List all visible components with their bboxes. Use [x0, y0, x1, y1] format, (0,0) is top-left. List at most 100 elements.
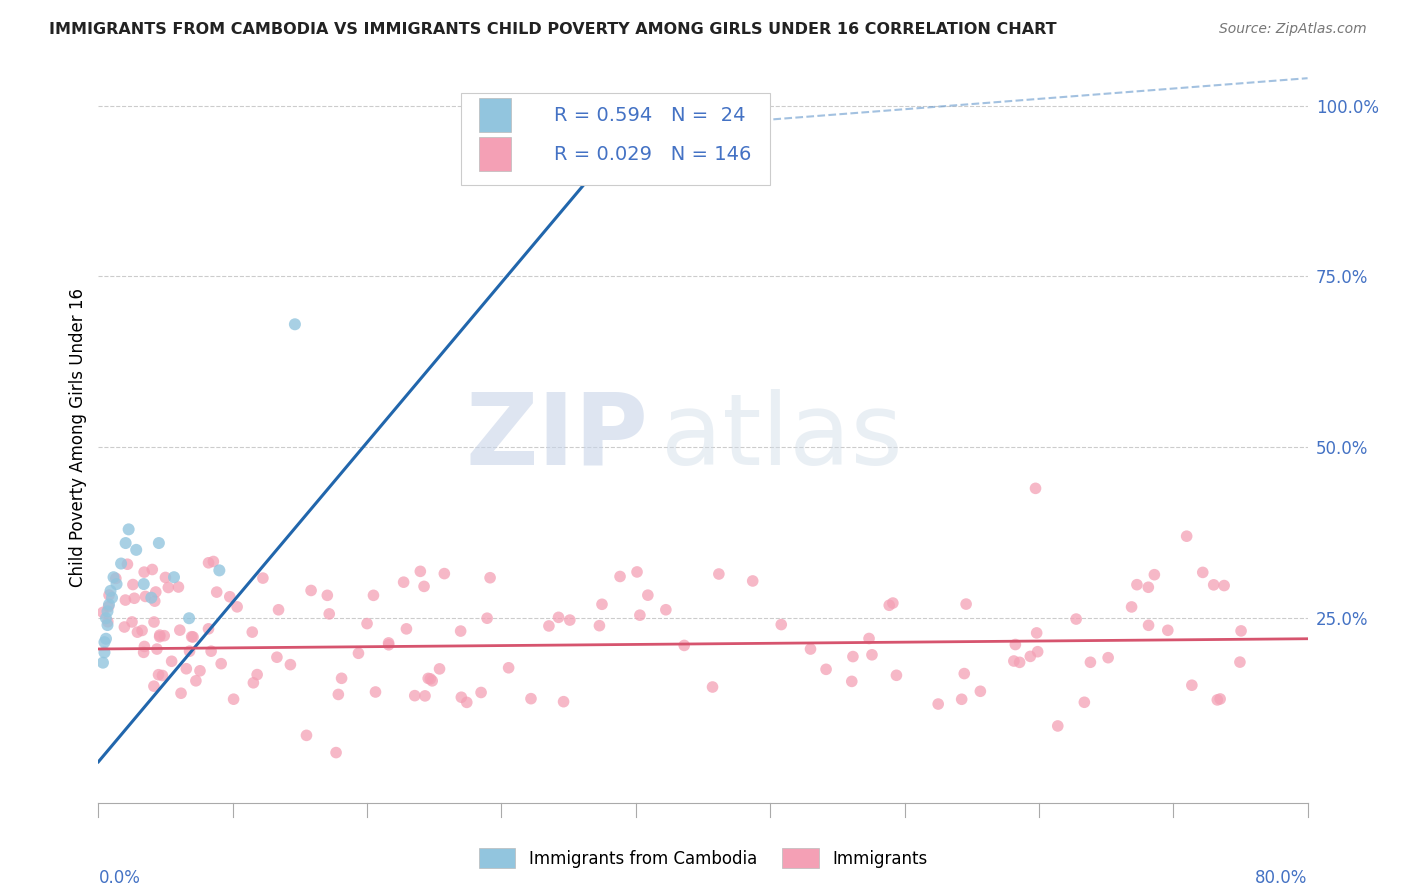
- Point: [770, 617, 793, 632]
- Point: [1229, 655, 1251, 669]
- Point: [799, 642, 821, 657]
- Point: [395, 622, 418, 636]
- Point: [148, 667, 170, 681]
- Point: [170, 686, 193, 700]
- Point: [1024, 481, 1046, 495]
- Point: [218, 590, 240, 604]
- Point: [969, 684, 991, 698]
- Point: [242, 675, 264, 690]
- Point: [318, 607, 340, 621]
- Point: [882, 596, 904, 610]
- Point: [1213, 578, 1236, 592]
- Point: [413, 579, 436, 593]
- Text: ZIP: ZIP: [465, 389, 648, 485]
- Point: [1121, 599, 1143, 614]
- Point: [702, 680, 724, 694]
- Point: [673, 639, 696, 653]
- Point: [1175, 529, 1198, 543]
- Point: [160, 654, 183, 668]
- Point: [208, 563, 231, 577]
- Point: [96, 604, 118, 618]
- Point: [117, 558, 139, 572]
- Point: [142, 679, 165, 693]
- Point: [325, 746, 347, 760]
- Point: [153, 629, 176, 643]
- Point: [433, 566, 456, 581]
- Point: [246, 667, 269, 681]
- Point: [132, 577, 155, 591]
- Point: [392, 575, 415, 590]
- Point: [1126, 577, 1149, 591]
- Point: [609, 569, 631, 583]
- Point: [179, 644, 201, 658]
- Point: [180, 630, 202, 644]
- Point: [413, 689, 436, 703]
- Point: [418, 672, 440, 686]
- Point: [114, 536, 136, 550]
- Point: [145, 585, 167, 599]
- Point: [100, 583, 122, 598]
- Point: [558, 613, 581, 627]
- Point: [1209, 692, 1232, 706]
- Point: [114, 593, 136, 607]
- Point: [240, 625, 263, 640]
- Point: [450, 624, 472, 638]
- Point: [209, 657, 232, 671]
- Point: [1191, 566, 1213, 580]
- Point: [553, 695, 575, 709]
- Point: [955, 597, 977, 611]
- Text: IMMIGRANTS FROM CAMBODIA VS IMMIGRANTS CHILD POVERTY AMONG GIRLS UNDER 16 CORREL: IMMIGRANTS FROM CAMBODIA VS IMMIGRANTS C…: [49, 22, 1057, 37]
- Y-axis label: Child Poverty Among Girls Under 16: Child Poverty Among Girls Under 16: [69, 287, 87, 587]
- Text: 0.0%: 0.0%: [98, 869, 141, 887]
- Point: [127, 625, 149, 640]
- Point: [1202, 578, 1225, 592]
- Point: [886, 668, 908, 682]
- Point: [616, 133, 638, 147]
- Point: [96, 618, 118, 632]
- Point: [169, 623, 191, 637]
- Point: [122, 577, 145, 591]
- Point: [280, 657, 302, 672]
- Point: [93, 635, 115, 649]
- Point: [1157, 624, 1180, 638]
- Point: [252, 571, 274, 585]
- Point: [1137, 580, 1160, 594]
- Point: [537, 619, 560, 633]
- Point: [741, 574, 763, 588]
- Point: [267, 603, 290, 617]
- Point: [1073, 695, 1095, 709]
- Point: [149, 630, 172, 644]
- Point: [347, 646, 370, 660]
- Point: [98, 598, 121, 612]
- Text: R = 0.594   N =  24: R = 0.594 N = 24: [554, 106, 745, 125]
- Point: [134, 565, 156, 579]
- Point: [1097, 650, 1119, 665]
- Point: [626, 565, 648, 579]
- Point: [364, 685, 387, 699]
- Point: [588, 618, 610, 632]
- Point: [148, 536, 170, 550]
- Point: [118, 522, 141, 536]
- Point: [284, 318, 307, 332]
- Point: [146, 642, 169, 657]
- Point: [409, 565, 432, 579]
- Point: [143, 615, 166, 629]
- Point: [179, 611, 201, 625]
- Point: [1137, 618, 1160, 632]
- FancyBboxPatch shape: [479, 98, 510, 132]
- Point: [155, 570, 177, 584]
- Point: [163, 570, 186, 584]
- Point: [842, 649, 865, 664]
- Point: [125, 542, 148, 557]
- Text: R = 0.029   N = 146: R = 0.029 N = 146: [554, 145, 752, 163]
- Point: [927, 697, 949, 711]
- Point: [103, 570, 125, 584]
- Point: [363, 588, 385, 602]
- Point: [94, 611, 117, 625]
- Point: [1002, 654, 1025, 668]
- Point: [1025, 626, 1047, 640]
- Point: [143, 594, 166, 608]
- Point: [841, 674, 863, 689]
- Point: [97, 615, 120, 629]
- Point: [200, 644, 222, 658]
